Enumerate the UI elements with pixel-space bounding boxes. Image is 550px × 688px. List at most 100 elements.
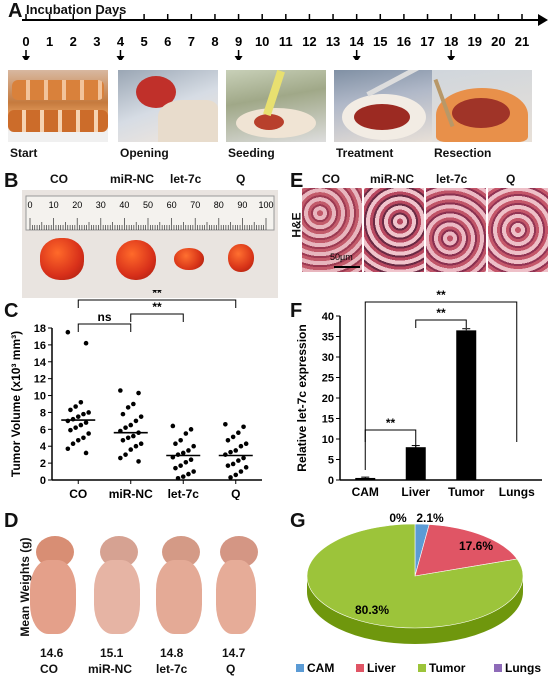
ruler: 0 10 20 30 40 50 60 70 80 90 100: [25, 195, 275, 231]
ruler-label: 20: [72, 200, 82, 210]
timeline-day-label: 17: [420, 34, 434, 49]
timeline-day-label: 0: [22, 34, 29, 49]
panel-b-group-co: CO: [50, 172, 68, 186]
photo-treatment: [334, 70, 434, 142]
weight-mirnc: 15.1: [100, 646, 124, 660]
let7c-distribution-pie: 0% 2.1% 17.6% 80.3% CAM Liver Tumor Lungs: [296, 511, 541, 675]
ruler-label: 0: [27, 200, 32, 210]
scale-bar-label: 50μm: [330, 252, 353, 262]
c-data-point: [65, 329, 71, 335]
c-sig-bracket-mirnc-let7c-label: **: [152, 300, 162, 314]
embryo-mirnc: [90, 532, 144, 640]
embryo-group-co: CO: [40, 662, 58, 676]
embryo-group-q: Q: [226, 662, 236, 676]
timeline-day-label: 7: [188, 34, 195, 49]
c-data-point: [83, 420, 89, 425]
c-data-point: [131, 433, 136, 439]
stage-label-resection: Resection: [434, 146, 492, 160]
g-legend-label: Lungs: [505, 661, 541, 675]
timeline-day-label: 19: [468, 34, 482, 49]
f-x-tick-label: Tumor: [448, 485, 485, 499]
c-data-point: [73, 404, 78, 409]
c-data-point: [83, 450, 89, 456]
c-y-tick-label: 6: [40, 424, 46, 436]
ruler-label: 100: [258, 200, 273, 210]
g-label-lungs: 0%: [389, 511, 407, 525]
panel-c-letter: C: [4, 300, 19, 322]
c-data-point: [125, 405, 131, 410]
c-data-point: [241, 455, 246, 461]
c-x-tick-label: Q: [231, 487, 240, 500]
panel-e-group-q: Q: [506, 172, 516, 186]
panel-f-letter: F: [290, 300, 303, 322]
panel-b-letter: B: [4, 170, 19, 192]
c-data-point: [133, 443, 139, 449]
f-bar: [456, 330, 477, 480]
photo-start: [8, 70, 108, 142]
c-data-point: [120, 438, 126, 443]
c-data-point: [228, 449, 233, 455]
timeline-day-label: 18: [444, 34, 458, 49]
tumor-let7c: [174, 248, 204, 270]
timeline-axis: 0 1 2 3 4 5 6 7 8 9 10 11 12 13 14 15 16 17 18 19 20 21: [22, 14, 548, 60]
c-data-point: [183, 459, 189, 465]
embryo-group-let7c: let-7c: [156, 662, 188, 676]
c-data-point: [188, 427, 194, 432]
c-data-point: [65, 446, 71, 452]
timeline-day-label: 1: [46, 34, 53, 49]
stage-label-seeding: Seeding: [228, 146, 275, 160]
c-y-axis-label: Tumor Volume (x10³ mm³): [9, 331, 23, 477]
c-data-point: [86, 431, 91, 436]
c-sig-bracket-co-mirnc: [77, 323, 132, 332]
c-x-tick-label: miR-NC: [109, 487, 153, 500]
ruler-label: 50: [143, 200, 153, 210]
c-data-point: [75, 438, 81, 443]
c-data-point: [236, 430, 241, 436]
f-sig-bracket-cam-liver-label: **: [386, 416, 396, 430]
f-sig-bracket-cam-lungs: [364, 301, 518, 442]
weight-q: 14.7: [222, 646, 246, 660]
c-data-point: [191, 443, 196, 449]
timeline-day-label: 10: [255, 34, 269, 49]
ruler-label: 40: [119, 200, 129, 210]
c-data-point: [186, 448, 191, 453]
c-data-point: [191, 469, 196, 474]
c-data-point: [230, 434, 236, 440]
c-data-point: [78, 422, 84, 428]
weight-let7c: 14.8: [160, 646, 184, 660]
c-data-point: [118, 455, 123, 461]
g-pie-slice-tumor: [306, 523, 524, 629]
c-data-point: [228, 475, 233, 480]
embryo-let7c: [152, 532, 206, 640]
c-data-point: [186, 471, 191, 477]
c-data-point: [123, 425, 128, 430]
c-y-tick-label: 14: [34, 357, 47, 369]
histology-co: [302, 188, 362, 272]
c-data-point: [173, 441, 178, 446]
f-bar: [355, 477, 376, 480]
f-y-tick-label: 30: [322, 352, 334, 364]
ruler-label: 10: [49, 200, 59, 210]
c-x-tick-label: let-7c: [168, 487, 200, 500]
c-data-point: [136, 390, 141, 396]
photo-opening: [118, 70, 218, 142]
c-data-point: [173, 465, 178, 471]
c-data-point: [243, 465, 249, 470]
stage-label-treatment: Treatment: [336, 146, 394, 160]
panel-e-letter: E: [290, 170, 304, 192]
c-data-point: [188, 457, 194, 463]
c-y-tick-label: 8: [40, 407, 46, 419]
c-y-tick-label: 2: [40, 458, 46, 470]
timeline-day-label: 8: [211, 34, 218, 49]
c-data-point: [233, 472, 239, 478]
c-data-point: [178, 438, 183, 443]
f-y-tick-label: 40: [322, 311, 334, 323]
let7c-expression-chart: 0 5 10 15 20 25 30 35 40 Relative let-7c expressi…: [295, 290, 542, 499]
stage-arrowhead: [234, 56, 243, 60]
timeline-day-label: 12: [302, 34, 316, 49]
c-y-tick-label: 4: [40, 441, 47, 453]
c-sig-bracket-co-mirnc-label: ns: [97, 310, 111, 324]
f-sig-bracket-liver-tumor-label: **: [436, 306, 446, 320]
g-label-tumor: 80.3%: [355, 603, 389, 617]
f-y-tick-label: 10: [322, 434, 334, 446]
